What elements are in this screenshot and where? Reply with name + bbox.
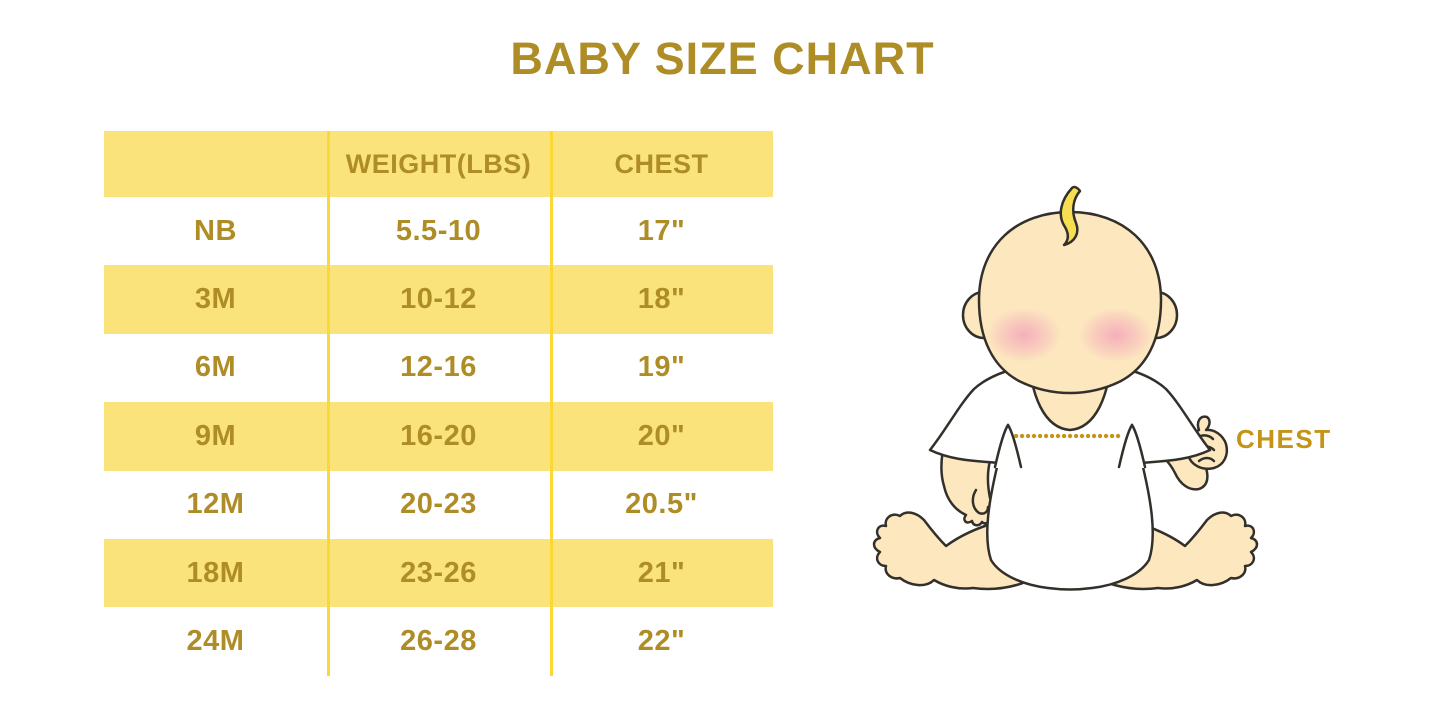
page-title: BABY SIZE CHART bbox=[510, 33, 935, 84]
chest-cell: 19" bbox=[637, 351, 686, 384]
table-row: 9M 16-20 20" bbox=[104, 402, 773, 471]
baby-figure bbox=[858, 168, 1378, 658]
size-cell: 12M bbox=[186, 488, 245, 521]
column-divider bbox=[326, 131, 330, 676]
header-size-cell bbox=[104, 131, 327, 197]
baby-body bbox=[928, 360, 1212, 591]
size-cell: 9M bbox=[194, 419, 237, 452]
size-cell: NB bbox=[194, 214, 237, 247]
size-cell: 3M bbox=[194, 283, 237, 316]
weight-cell: 10-12 bbox=[400, 283, 477, 316]
size-cell: 6M bbox=[194, 351, 237, 384]
header-chest-cell: CHEST bbox=[614, 148, 709, 179]
table-row: NB 5.5-10 17" bbox=[104, 197, 773, 265]
column-divider bbox=[549, 131, 553, 676]
armpit-notch-right bbox=[1117, 423, 1147, 469]
blush-left bbox=[987, 308, 1061, 362]
chest-cell: 22" bbox=[637, 625, 686, 658]
header-row: WEIGHT(LBS) CHEST bbox=[104, 131, 773, 197]
weight-cell: 12-16 bbox=[400, 351, 477, 384]
weight-cell: 20-23 bbox=[400, 488, 477, 521]
weight-cell: 5.5-10 bbox=[395, 214, 482, 247]
baby-illustration bbox=[872, 185, 1259, 591]
table-row: 6M 12-16 19" bbox=[104, 334, 773, 402]
chest-cell: 20" bbox=[637, 419, 686, 452]
size-cell: 24M bbox=[186, 625, 245, 658]
weight-cell: 16-20 bbox=[400, 419, 477, 452]
size-cell: 18M bbox=[186, 556, 245, 589]
weight-cell: 23-26 bbox=[400, 556, 477, 589]
chest-cell: 17" bbox=[637, 214, 686, 247]
table-row: 24M 26-28 22" bbox=[104, 607, 773, 675]
size-table: WEIGHT(LBS) CHEST NB 5.5-10 17" 3M 10-12… bbox=[104, 131, 773, 676]
blush-right bbox=[1079, 308, 1153, 362]
chest-cell: 18" bbox=[637, 283, 686, 316]
chest-cell: 20.5" bbox=[625, 488, 698, 521]
chest-cell: 21" bbox=[637, 556, 686, 589]
hair-curl-icon bbox=[1059, 185, 1082, 247]
chest-measurement-label: CHEST bbox=[1236, 424, 1332, 454]
weight-cell: 26-28 bbox=[400, 625, 477, 658]
header-weight-cell: WEIGHT(LBS) bbox=[345, 148, 532, 179]
table-row: 18M 23-26 21" bbox=[104, 538, 773, 608]
table-row: 12M 20-23 20.5" bbox=[104, 471, 773, 539]
armpit-notch-left bbox=[993, 423, 1023, 469]
table-row: 3M 10-12 18" bbox=[104, 265, 773, 334]
